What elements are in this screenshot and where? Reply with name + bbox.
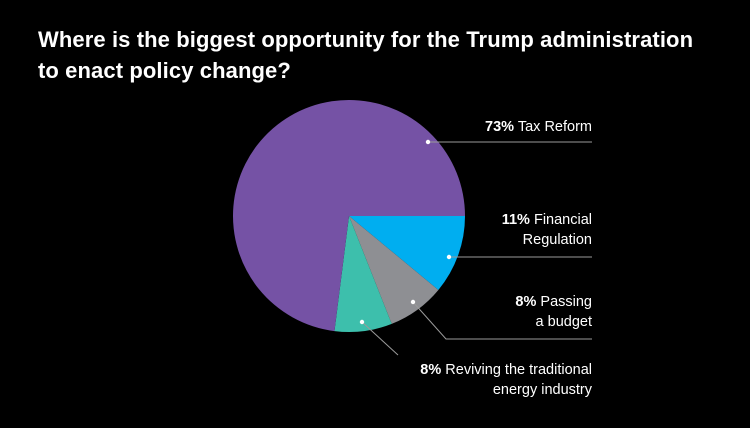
leader-dot-passing-a-budget <box>410 299 416 305</box>
slice-name-reviving-energy-line-2: energy industry <box>492 382 592 398</box>
slice-label-reviving-energy: 8% Reviving the traditional energy indus… <box>420 360 592 400</box>
chart-title-line-1: Where is the biggest opportunity for the… <box>38 27 694 52</box>
slice-name-passing-a-budget-line-1: Passing <box>540 294 592 310</box>
chart-title: Where is the biggest opportunity for the… <box>38 24 728 86</box>
slice-name-tax-reform: Tax Reform <box>517 119 592 135</box>
slice-percent-financial-regulation: 11% <box>501 212 530 228</box>
slice-label-passing-a-budget: 8% Passing a budget <box>515 292 592 332</box>
leader-line-reviving-energy <box>361 321 399 356</box>
pie-slice-tax-reform <box>233 100 465 332</box>
pie-slice-financial-regulation <box>349 216 465 290</box>
leader-lines <box>359 139 592 356</box>
leader-dot-financial-regulation <box>446 254 452 260</box>
slice-percent-passing-a-budget: 8% <box>515 294 537 310</box>
pie-slice-reviving-energy <box>334 216 392 333</box>
pie-slices <box>233 100 465 333</box>
slice-percent-reviving-energy: 8% <box>420 362 442 378</box>
slice-name-passing-a-budget-line-2: a budget <box>535 314 592 330</box>
slice-percent-tax-reform: 73% <box>485 119 515 135</box>
slice-label-financial-regulation: 11% Financial Regulation <box>502 210 592 250</box>
pie-slice-passing-a-budget <box>349 216 439 324</box>
slice-name-reviving-energy-line-1: Reviving the traditional <box>445 362 592 378</box>
slice-name-financial-regulation-line-2: Regulation <box>522 232 592 248</box>
slice-name-financial-regulation-line-1: Financial <box>533 212 592 228</box>
leader-line-passing-a-budget <box>412 301 592 340</box>
leader-dot-reviving-energy <box>359 319 365 325</box>
chart-title-line-2: to enact policy change? <box>38 58 291 83</box>
slice-label-tax-reform: 73% Tax Reform <box>485 117 592 137</box>
leader-dot-tax-reform <box>425 139 431 145</box>
